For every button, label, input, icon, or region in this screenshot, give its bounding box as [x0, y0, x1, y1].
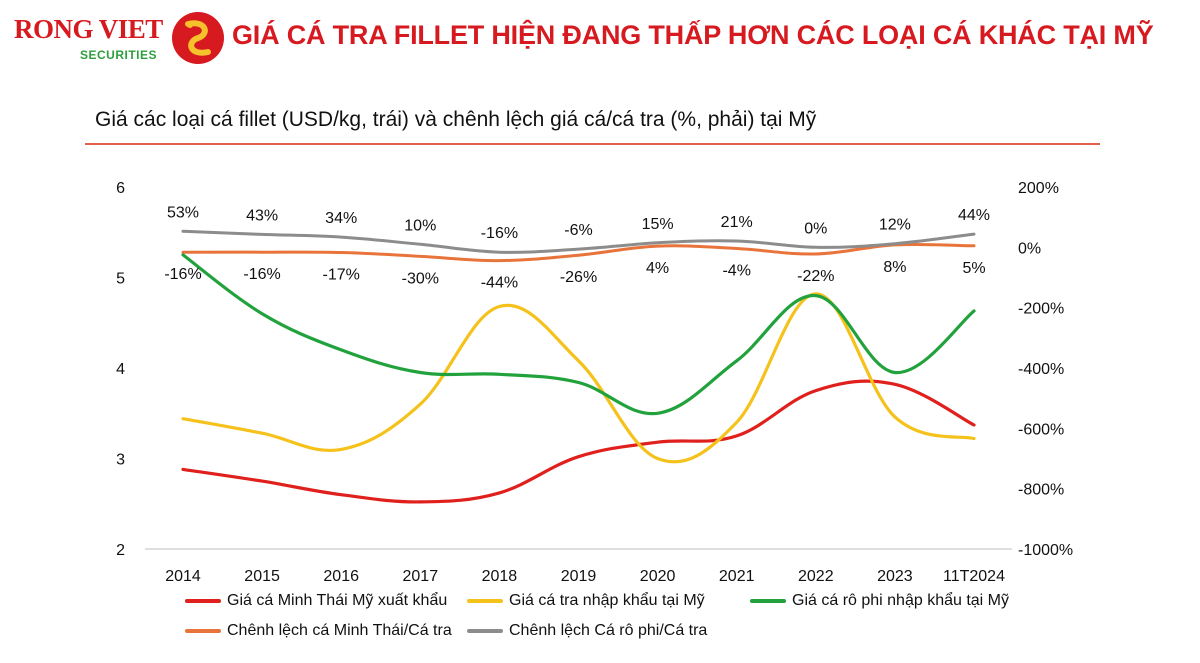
legend-label: Giá cá tra nhập khẩu tại Mỹ: [509, 592, 705, 609]
data-label-minh-thai-diff: 5%: [962, 260, 985, 277]
data-label-ro-phi-diff: 34%: [325, 210, 357, 227]
data-label-minh-thai-diff: -16%: [243, 266, 280, 283]
y-axis-left: 2 3 4 5 6: [116, 180, 125, 559]
y-right-tick-label: -200%: [1018, 301, 1064, 318]
series-line-tra-price: [181, 292, 976, 464]
data-label-minh-thai-diff: -44%: [481, 275, 518, 292]
x-tick-label: 2015: [244, 568, 280, 585]
data-label-minh-thai-diff: -22%: [797, 268, 834, 285]
data-label-ro-phi-diff: 21%: [721, 214, 753, 231]
data-label-minh-thai-diff: -17%: [323, 266, 360, 283]
y-axis-right: -1000% -800% -600% -400% -200% 0% 200%: [1018, 180, 1073, 559]
chart-title: Giá các loại cá fillet (USD/kg, trái) và…: [95, 108, 817, 131]
legend-item: Giá cá Minh Thái Mỹ xuất khẩu: [185, 592, 447, 610]
y-right-tick-label: 200%: [1018, 180, 1059, 197]
x-tick-label: 2017: [403, 568, 439, 585]
data-label-ro-phi-diff: 12%: [879, 217, 911, 234]
data-label-ro-phi-diff: 15%: [642, 216, 674, 233]
x-axis: 2014 2015 2016 2017 2018 2019 2020 2021 2022 2023…: [165, 568, 1005, 585]
legend-label: Giá cá rô phi nhập khẩu tại Mỹ: [792, 592, 1010, 609]
legend-swatch: [467, 599, 503, 603]
y-left-tick-label: 5: [116, 271, 125, 288]
data-label-ro-phi-diff: 10%: [404, 217, 436, 234]
legend: Giá cá Minh Thái Mỹ xuất khẩu Giá cá tra …: [0, 592, 1200, 662]
title-divider: [85, 143, 1100, 145]
y-right-tick-label: -1000%: [1018, 542, 1073, 559]
data-label-minh-thai-diff: 8%: [883, 259, 906, 276]
legend-item: Chênh lệch cá Minh Thái/Cá tra: [185, 622, 452, 640]
x-tick-label: 2023: [877, 568, 913, 585]
header: RONG VIET SECURITIES GIÁ CÁ TRA FILLET H…: [0, 0, 1200, 80]
legend-swatch: [185, 599, 221, 603]
y-right-tick-label: -800%: [1018, 482, 1064, 499]
data-label-minh-thai-diff: -4%: [722, 263, 750, 280]
legend-label: Chênh lệch Cá rô phi/Cá tra: [509, 622, 708, 639]
data-label-ro-phi-diff: -16%: [481, 225, 518, 242]
logo-subtext: SECURITIES: [80, 48, 158, 62]
legend-item: Giá cá rô phi nhập khẩu tại Mỹ: [750, 592, 1009, 610]
y-left-tick-label: 3: [116, 452, 125, 469]
x-tick-label: 11T2024: [943, 568, 1005, 585]
y-left-tick-label: 2: [116, 542, 125, 559]
y-right-tick-label: -600%: [1018, 421, 1064, 438]
brand-logo: RONG VIET SECURITIES: [10, 8, 224, 70]
data-label-minh-thai-diff: -30%: [402, 270, 439, 287]
x-tick-label: 2016: [323, 568, 359, 585]
data-label-ro-phi-diff: 53%: [167, 204, 199, 221]
data-label-minh-thai-diff: -16%: [164, 266, 201, 283]
headline: GIÁ CÁ TRA FILLET HIỆN ĐANG THẤP HƠN CÁC…: [232, 20, 1154, 50]
legend-label: Chênh lệch cá Minh Thái/Cá tra: [227, 622, 452, 639]
x-tick-label: 2014: [165, 568, 201, 585]
x-tick-label: 2021: [719, 568, 755, 585]
dragon-emblem-icon: [172, 12, 224, 64]
y-left-tick-label: 4: [116, 361, 125, 378]
series-line-ro-phi-price: [181, 253, 976, 416]
series-line-ro-phi-diff: [181, 229, 976, 254]
x-tick-label: 2022: [798, 568, 834, 585]
data-label-minh-thai-diff: 4%: [646, 260, 669, 277]
legend-swatch: [185, 629, 221, 633]
legend-item: Chênh lệch Cá rô phi/Cá tra: [467, 622, 707, 640]
legend-item: Giá cá tra nhập khẩu tại Mỹ: [467, 592, 705, 610]
y-right-tick-label: 0%: [1018, 240, 1041, 257]
y-left-tick-label: 6: [116, 180, 125, 197]
data-labels: 53% 43% 34% 10% -16% -6% 15% 21% 0% 12% 44% -16% -16…: [164, 204, 990, 291]
data-label-minh-thai-diff: -26%: [560, 269, 597, 286]
series-line-minh-thai-diff: [181, 242, 976, 263]
data-label-ro-phi-diff: -6%: [564, 222, 592, 239]
logo-text: RONG VIET: [14, 14, 163, 44]
x-tick-label: 2019: [561, 568, 597, 585]
data-label-ro-phi-diff: 0%: [804, 220, 827, 237]
data-label-ro-phi-diff: 44%: [958, 207, 990, 224]
series-lines: [181, 229, 976, 504]
y-right-tick-label: -400%: [1018, 361, 1064, 378]
legend-swatch: [750, 599, 786, 603]
legend-swatch: [467, 629, 503, 633]
x-tick-label: 2020: [640, 568, 676, 585]
data-label-ro-phi-diff: 43%: [246, 207, 278, 224]
series-line-minh-thai-price: [181, 379, 976, 504]
x-tick-label: 2018: [482, 568, 518, 585]
legend-label: Giá cá Minh Thái Mỹ xuất khẩu: [227, 592, 448, 609]
